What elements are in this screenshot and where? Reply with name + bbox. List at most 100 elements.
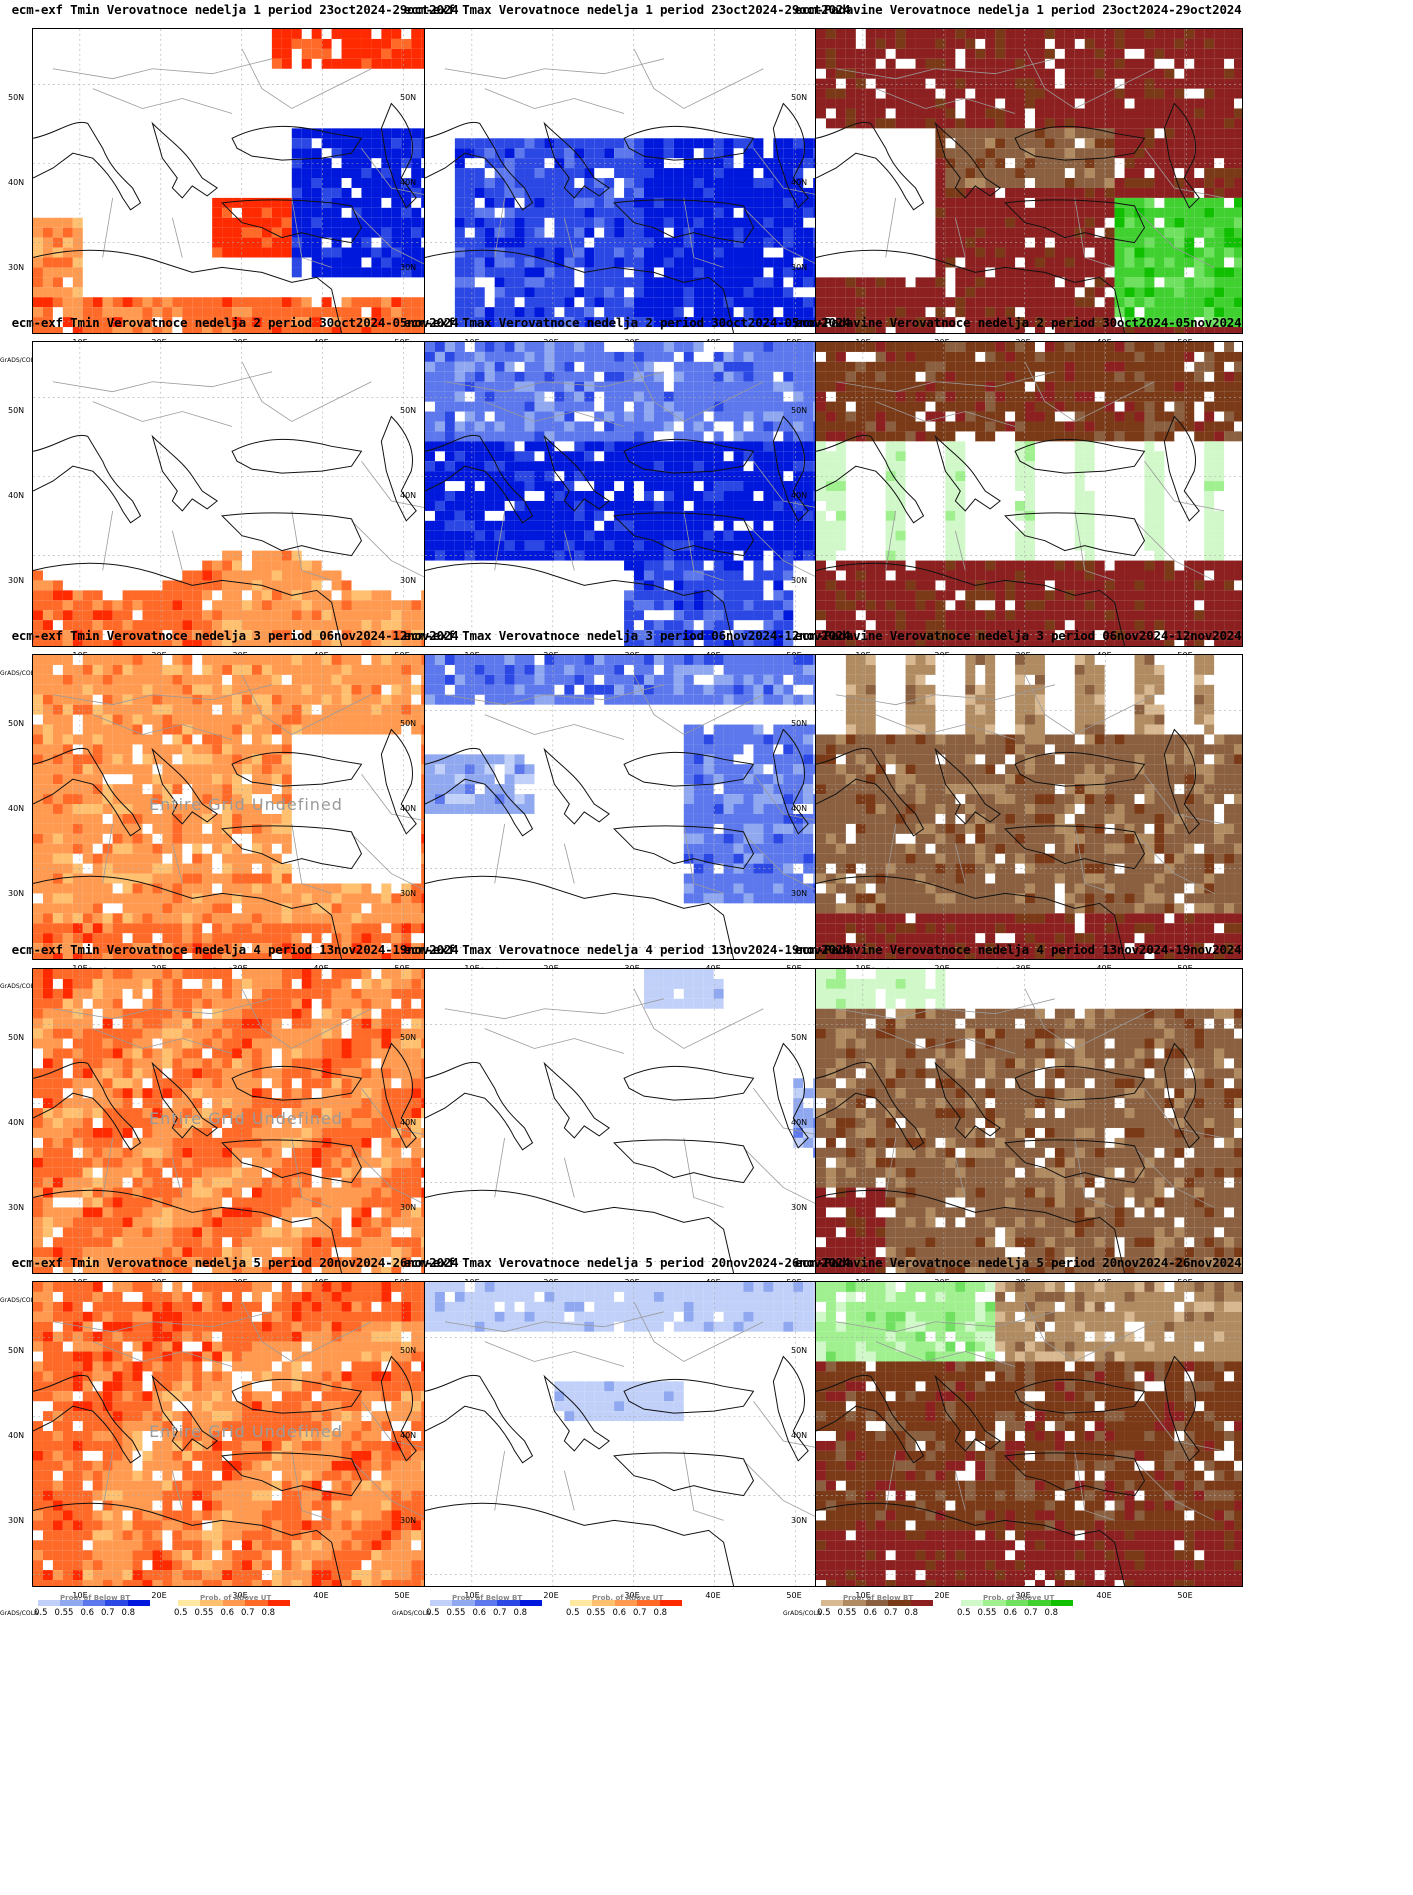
forecast-panel-tmax-week-5: ecm-exf Tmax Verovatnoce nedelja 5 perio… xyxy=(392,1253,862,1631)
panel-title: ecm-exf Tmin Verovatnoce nedelja 5 perio… xyxy=(0,1255,470,1270)
colorbar-below xyxy=(821,1600,934,1606)
title-period: period 20nov2024-26nov2024 xyxy=(659,1255,851,1270)
country-borders xyxy=(444,361,834,581)
lat-label: 40N xyxy=(8,804,25,813)
title-period: period 23oct2024-29oct2024 xyxy=(659,2,851,17)
map-area xyxy=(32,28,460,334)
lat-label: 50N xyxy=(791,1033,808,1042)
panel-title: ecm-exf Tmax Verovatnoce nedelja 2 perio… xyxy=(392,315,862,330)
lat-label: 40N xyxy=(791,1118,808,1127)
title-week: 4 xyxy=(645,942,653,957)
tick-label: 0.8 xyxy=(261,1608,276,1618)
probability-field xyxy=(816,342,1242,646)
title-week: 3 xyxy=(645,628,653,643)
title-period: period 06nov2024-12nov2024 xyxy=(659,628,851,643)
tick-label: 0.6 xyxy=(612,1608,626,1618)
lat-label: 40N xyxy=(791,1431,808,1440)
title-prefix: ecm-exf Tmax Verovatnoce nedelja xyxy=(403,628,639,643)
lat-label: 30N xyxy=(400,1516,417,1525)
title-prefix: ecm-Padavine Verovatnoce nedelja xyxy=(794,942,1030,957)
lon-label: 20E xyxy=(934,1591,950,1600)
lon-label: 30E xyxy=(232,1591,248,1600)
panel-title: ecm-Padavine Verovatnoce nedelja 5 perio… xyxy=(783,1255,1253,1270)
lat-label: 40N xyxy=(400,178,417,187)
lon-label: 50E xyxy=(394,1591,410,1600)
map-area xyxy=(815,1281,1243,1587)
colorbar-above xyxy=(961,1600,1074,1606)
tick-label: 0.5 xyxy=(174,1608,188,1618)
lat-label: 30N xyxy=(8,576,25,585)
colorbar-above xyxy=(178,1600,291,1606)
country-borders xyxy=(835,361,1225,581)
title-period: period 30oct2024-05nov2024 xyxy=(1050,315,1242,330)
title-prefix: ecm-Padavine Verovatnoce nedelja xyxy=(794,1255,1030,1270)
title-week: 2 xyxy=(645,315,653,330)
lon-label: 10E xyxy=(855,1591,871,1600)
map-area xyxy=(424,1281,852,1587)
title-period: period 30oct2024-05nov2024 xyxy=(659,315,851,330)
title-period: period 13nov2024-19nov2024 xyxy=(1050,942,1242,957)
colorbar-title-above: Prob. of Above UT xyxy=(983,1594,1055,1602)
title-prefix: ecm-exf Tmax Verovatnoce nedelja xyxy=(403,1255,639,1270)
panel-title: ecm-Padavine Verovatnoce nedelja 1 perio… xyxy=(783,2,1253,17)
title-period: period 20nov2024-26nov2024 xyxy=(1050,1255,1242,1270)
forecast-panel-prec-week-4: ecm-Padavine Verovatnoce nedelja 4 perio… xyxy=(783,940,1253,1318)
lon-label: 10E xyxy=(72,1591,88,1600)
coastline xyxy=(33,1042,417,1273)
forecast-panel-tmin-week-4: ecm-exf Tmin Verovatnoce nedelja 4 perio… xyxy=(0,940,470,1318)
grads-credit: GrADS/COLA xyxy=(0,1297,39,1304)
grads-credit: GrADS/COLA xyxy=(783,1610,822,1617)
tick-label: 0.55 xyxy=(446,1608,466,1618)
lat-label: 50N xyxy=(400,1346,417,1355)
coastline xyxy=(816,1042,1200,1273)
colorbar-legend: GrADS/COLA Prob. of Below BT 0.5 0.55 0.6 0.7… xyxy=(0,1594,470,1628)
coastline xyxy=(816,415,1200,646)
title-prefix: ecm-exf Tmax Verovatnoce nedelja xyxy=(403,315,639,330)
lat-label: 40N xyxy=(400,491,417,500)
tick-label: 0.7 xyxy=(241,1608,255,1618)
colorbar-ticks-below: 0.5 0.55 0.6 0.7 0.8 xyxy=(426,1608,534,1618)
tick-label: 0.55 xyxy=(977,1608,997,1618)
map-area: Entire Grid Undefined xyxy=(32,1281,460,1587)
tick-label: 0.8 xyxy=(121,1608,136,1618)
map-area: Entire Grid Undefined xyxy=(32,968,460,1274)
lon-label: 40E xyxy=(1096,1591,1112,1600)
coastline xyxy=(33,415,417,646)
coastline xyxy=(425,1042,809,1273)
tick-label: 0.55 xyxy=(194,1608,214,1618)
tick-label: 0.7 xyxy=(101,1608,115,1618)
title-week: 4 xyxy=(253,942,261,957)
tick-label: 0.55 xyxy=(837,1608,857,1618)
tick-label: 0.5 xyxy=(34,1608,48,1618)
lon-label: 40E xyxy=(705,1591,721,1600)
probability-field xyxy=(816,1282,1242,1586)
tick-label: 0.7 xyxy=(493,1608,507,1618)
lat-label: 40N xyxy=(8,1118,25,1127)
title-period: period 06nov2024-12nov2024 xyxy=(1050,628,1242,643)
country-borders xyxy=(52,988,442,1208)
tick-label: 0.8 xyxy=(653,1608,668,1618)
panel-title: ecm-exf Tmin Verovatnoce nedelja 3 perio… xyxy=(0,628,470,643)
map-area xyxy=(815,654,1243,960)
lon-label: 40E xyxy=(313,1591,329,1600)
lon-label: 10E xyxy=(464,1591,480,1600)
tick-label: 0.8 xyxy=(1044,1608,1059,1618)
grads-credit: GrADS/COLA xyxy=(0,983,39,990)
lon-label: 30E xyxy=(1015,1591,1031,1600)
tick-label: 0.6 xyxy=(863,1608,877,1618)
lat-label: 40N xyxy=(8,178,25,187)
title-week: 1 xyxy=(253,2,261,17)
title-period: period 23oct2024-29oct2024 xyxy=(267,2,459,17)
title-week: 1 xyxy=(645,2,653,17)
tick-label: 0.55 xyxy=(54,1608,74,1618)
probability-field xyxy=(816,969,1242,1273)
map-area xyxy=(424,654,852,960)
colorbar-title-below: Prob. of Below BT xyxy=(60,1594,131,1602)
coastline xyxy=(33,1355,417,1586)
tick-label: 0.5 xyxy=(817,1608,831,1618)
title-prefix: ecm-exf Tmin Verovatnoce nedelja xyxy=(11,942,247,957)
title-week: 2 xyxy=(253,315,261,330)
lat-label: 50N xyxy=(400,1033,417,1042)
country-borders xyxy=(52,674,442,894)
title-period: period 20nov2024-26nov2024 xyxy=(267,1255,459,1270)
